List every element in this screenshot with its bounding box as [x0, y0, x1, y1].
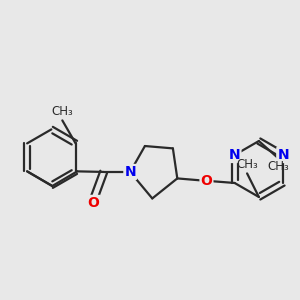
Text: O: O	[200, 174, 212, 188]
Text: CH₃: CH₃	[268, 160, 290, 172]
Text: CH₃: CH₃	[52, 105, 73, 118]
Text: N: N	[124, 165, 136, 179]
Text: CH₃: CH₃	[236, 158, 258, 171]
Text: O: O	[87, 196, 99, 210]
Text: N: N	[229, 148, 241, 162]
Text: N: N	[277, 148, 289, 162]
